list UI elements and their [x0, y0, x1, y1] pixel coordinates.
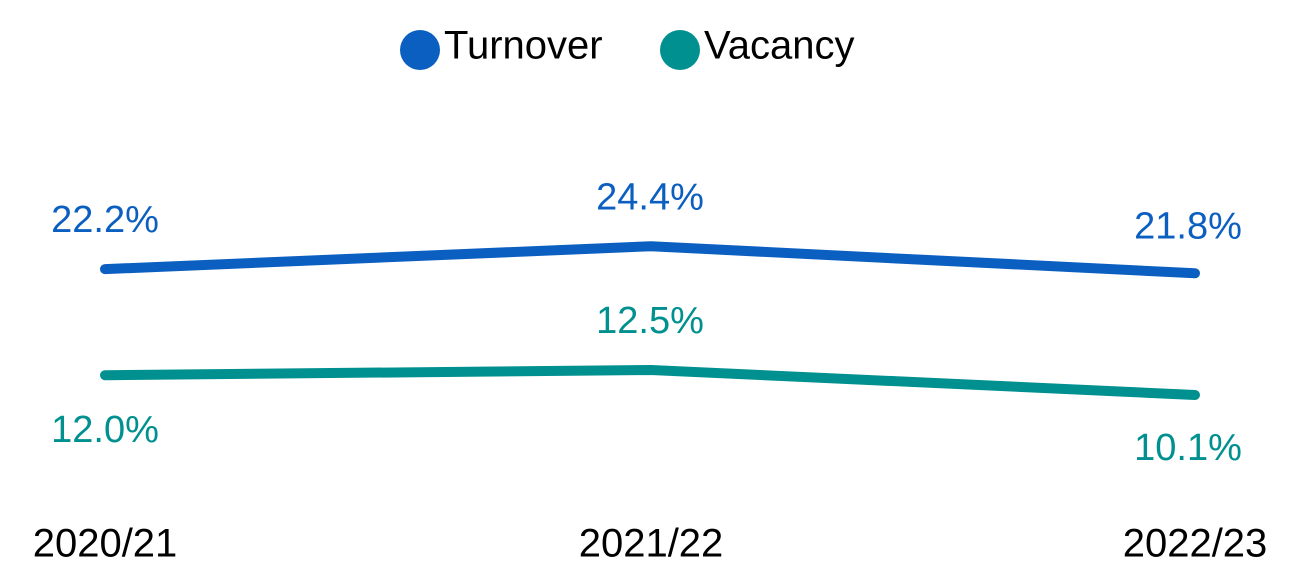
- x-tick-label: 2021/22: [579, 522, 724, 564]
- legend-marker: [660, 30, 700, 70]
- data-label: 22.2%: [51, 199, 159, 241]
- data-label: 24.4%: [596, 176, 704, 218]
- data-label: 21.8%: [1134, 205, 1242, 247]
- legend-marker: [400, 30, 440, 70]
- data-label: 10.1%: [1134, 427, 1242, 469]
- legend-label: Vacancy: [704, 24, 854, 68]
- line: [100, 241, 1200, 279]
- x-tick-label: 2022/23: [1123, 522, 1268, 564]
- data-label: 12.0%: [51, 409, 159, 451]
- legend-label: Turnover: [444, 24, 603, 68]
- x-tick-label: 2020/21: [33, 522, 178, 564]
- line: [100, 365, 1200, 400]
- data-label: 12.5%: [596, 300, 704, 342]
